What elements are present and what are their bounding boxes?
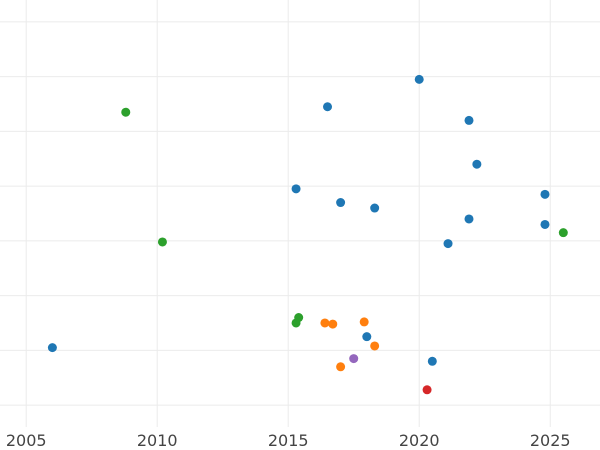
grid: [0, 0, 600, 427]
x-tick-label: 2015: [268, 431, 309, 450]
data-point: [422, 385, 432, 395]
data-point: [558, 228, 568, 238]
data-point: [336, 362, 346, 372]
data-points: [47, 74, 568, 395]
x-tick-label: 2010: [137, 431, 178, 450]
data-point: [362, 332, 372, 342]
x-tick-label: 2020: [399, 431, 440, 450]
data-point: [291, 184, 301, 194]
data-point: [294, 313, 304, 323]
data-point: [540, 189, 550, 199]
data-point: [472, 159, 482, 169]
data-point: [540, 219, 550, 229]
data-point: [359, 317, 369, 327]
data-point: [443, 239, 453, 249]
x-axis-ticks: 2005 2010 2015 2020 2025: [6, 431, 571, 450]
data-point: [370, 203, 380, 213]
x-tick-label: 2005: [6, 431, 47, 450]
data-point: [414, 74, 424, 84]
data-point: [370, 341, 380, 351]
data-point: [328, 319, 338, 329]
data-point: [464, 115, 474, 125]
x-tick-label: 2025: [530, 431, 571, 450]
data-point: [336, 198, 346, 208]
data-point: [349, 354, 359, 364]
data-point: [320, 318, 330, 328]
data-point: [157, 237, 167, 247]
data-point: [47, 343, 57, 353]
data-point: [323, 102, 333, 112]
data-point: [427, 356, 437, 366]
data-point: [464, 214, 474, 224]
data-point: [121, 107, 131, 117]
